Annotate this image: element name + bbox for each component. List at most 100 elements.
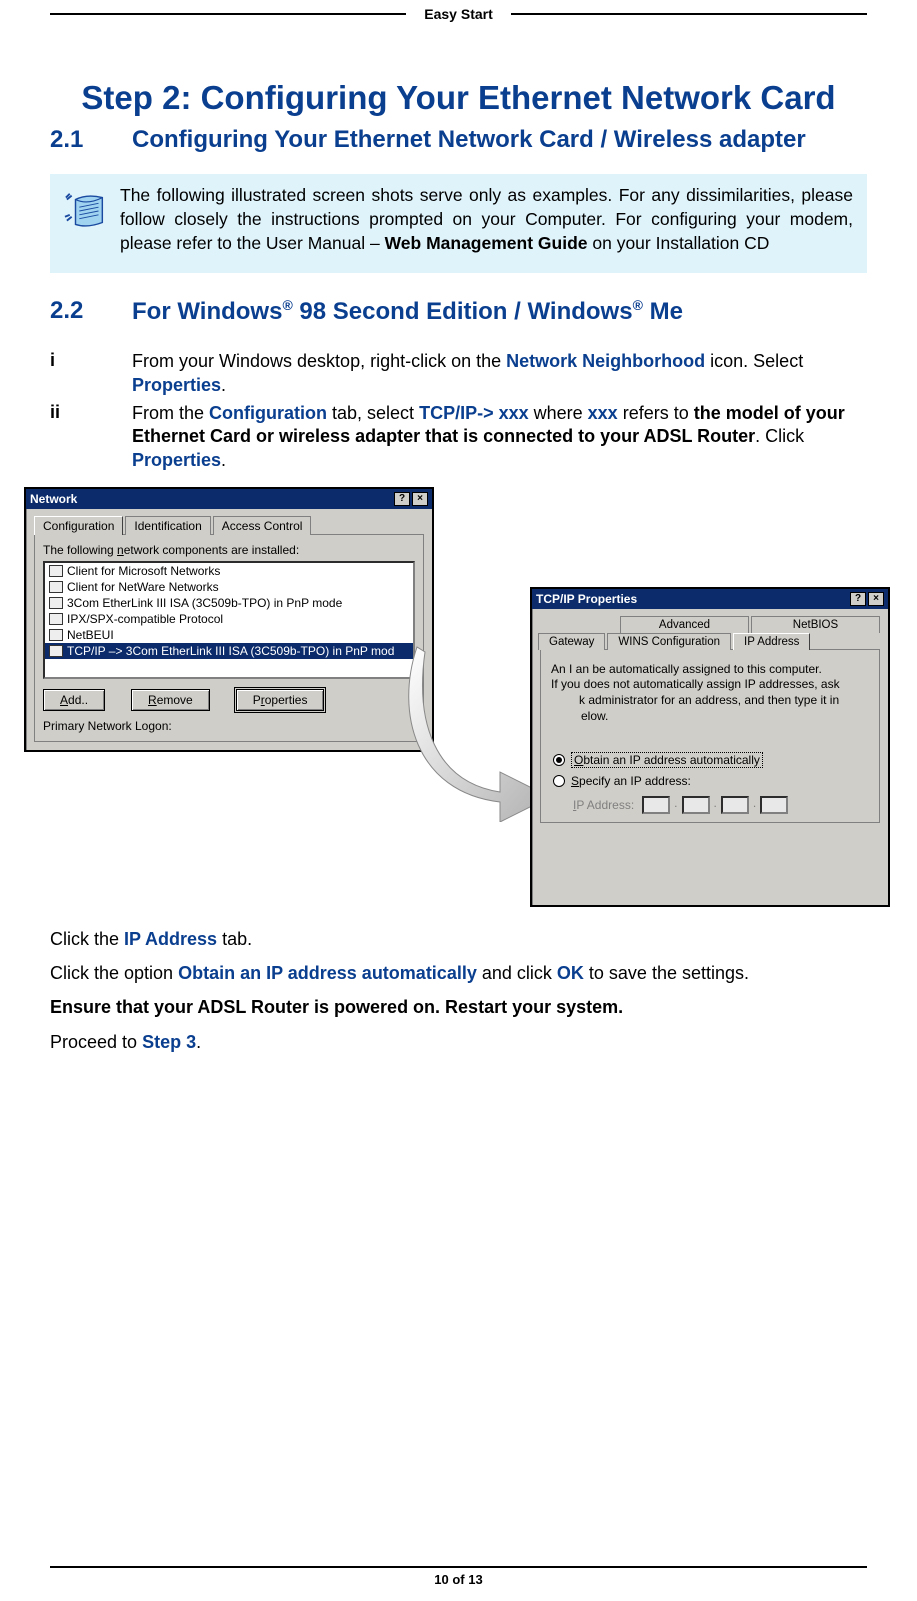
list-item-label: IPX/SPX-compatible Protocol xyxy=(67,612,223,626)
t: P Address: xyxy=(576,798,634,812)
tab-wins-configuration[interactable]: WINS Configuration xyxy=(607,633,731,650)
t: and click xyxy=(477,963,557,983)
t: tab, select xyxy=(327,403,419,423)
description-text: An I an be automatically assigned to thi… xyxy=(549,658,871,732)
ip-address-label: IP Address: xyxy=(573,798,634,812)
t: P xyxy=(253,693,261,707)
tab-configuration[interactable]: Configuration xyxy=(34,516,123,535)
help-button[interactable]: ? xyxy=(394,492,410,506)
radio-specify-ip[interactable]: Specify an IP address: xyxy=(553,774,867,788)
radio-obtain-auto[interactable]: Obtain an IP address automatically xyxy=(553,752,867,768)
primary-logon-label: Primary Network Logon: xyxy=(43,719,415,733)
section-text: For Windows® 98 Second Edition / Windows… xyxy=(132,297,683,326)
t: For Windows xyxy=(132,298,282,325)
tab-access-control[interactable]: Access Control xyxy=(213,516,312,535)
remove-button[interactable]: Remove xyxy=(131,689,210,711)
ip-octet[interactable] xyxy=(682,796,710,814)
tab-gateway[interactable]: Gateway xyxy=(538,633,605,650)
t: An I an be automatically assigned to thi… xyxy=(551,662,822,676)
ip-octet[interactable] xyxy=(760,796,788,814)
registered-mark: ® xyxy=(282,297,292,313)
ip-input[interactable]: . . . xyxy=(642,796,788,814)
step-marker: ii xyxy=(50,402,106,473)
accelerator: S xyxy=(571,774,579,788)
client-icon xyxy=(49,565,63,577)
screenshot-area: Network ? × Configuration Identification… xyxy=(50,487,867,917)
page-footer: 10 of 13 xyxy=(50,1566,867,1587)
list-item-label: 3Com EtherLink III ISA (3C509b-TPO) in P… xyxy=(67,596,342,610)
page-number: 10 of 13 xyxy=(50,1572,867,1587)
t: Click the option xyxy=(50,963,178,983)
t: Proceed to xyxy=(50,1032,142,1052)
titlebar[interactable]: TCP/IP Properties ? × xyxy=(532,589,888,609)
help-button[interactable]: ? xyxy=(850,592,866,606)
step-title: Step 2: Configuring Your Ethernet Networ… xyxy=(50,77,867,118)
instruction-para-bold: Ensure that your ADSL Router is powered … xyxy=(50,995,867,1019)
t: k administrator for an address, and then… xyxy=(579,693,839,707)
footer-rule xyxy=(50,1566,867,1568)
network-components-listbox[interactable]: Client for Microsoft Networks Client for… xyxy=(43,561,415,679)
panel-label: The following network components are ins… xyxy=(43,543,415,557)
t: . Click xyxy=(755,426,804,446)
keyword: OK xyxy=(557,963,584,983)
accelerator: A xyxy=(60,693,68,707)
protocol-icon xyxy=(49,629,63,641)
t: . xyxy=(221,375,226,395)
keyword: Configuration xyxy=(209,403,327,423)
instruction-para: Click the option Obtain an IP address au… xyxy=(50,961,867,985)
ip-octet[interactable] xyxy=(642,796,670,814)
protocol-icon xyxy=(49,613,63,625)
instruction-para: Click the IP Address tab. xyxy=(50,927,867,951)
t: 98 Second Edition / Windows xyxy=(293,298,633,325)
accelerator: n xyxy=(117,543,124,557)
list-item[interactable]: NetBEUI xyxy=(45,627,413,643)
section-number: 2.2 xyxy=(50,297,106,326)
section-2-2-heading: 2.2 For Windows® 98 Second Edition / Win… xyxy=(50,297,867,326)
tab-netbios[interactable]: NetBIOS xyxy=(751,616,880,633)
list-item[interactable]: 3Com EtherLink III ISA (3C509b-TPO) in P… xyxy=(45,595,413,611)
close-button[interactable]: × xyxy=(868,592,884,606)
section-2-1-heading: 2.1 Configuring Your Ethernet Network Ca… xyxy=(50,126,867,154)
list-item[interactable]: IPX/SPX-compatible Protocol xyxy=(45,611,413,627)
keyword: xxx xyxy=(588,403,618,423)
tab-advanced[interactable]: Advanced xyxy=(620,616,749,633)
t: Me xyxy=(643,298,683,325)
t: elow. xyxy=(581,709,608,723)
list-item-label: TCP/IP –> 3Com EtherLink III ISA (3C509b… xyxy=(67,644,394,658)
t: If you does not automatically assign IP … xyxy=(551,677,840,691)
t: The following xyxy=(43,543,117,557)
tab-ip-address[interactable]: IP Address xyxy=(733,633,810,650)
radio-icon xyxy=(553,775,565,787)
client-icon xyxy=(49,581,63,593)
header-rule-left xyxy=(50,13,406,15)
add-button[interactable]: Add.. xyxy=(43,689,105,711)
header-rule-right xyxy=(511,13,867,15)
list-item-label: Client for Microsoft Networks xyxy=(67,564,220,578)
protocol-icon xyxy=(49,645,63,657)
close-button[interactable]: × xyxy=(412,492,428,506)
accelerator: R xyxy=(148,693,157,707)
panel-ip-address: An I an be automatically assigned to thi… xyxy=(540,649,880,823)
step-i: i From your Windows desktop, right-click… xyxy=(50,350,867,398)
list-item[interactable]: Client for Microsoft Networks xyxy=(45,563,413,579)
keyword: TCP/IP-> xxx xyxy=(419,403,529,423)
accelerator: O xyxy=(574,753,583,767)
t: From the xyxy=(132,403,209,423)
t: operties xyxy=(265,693,308,707)
t: From your Windows desktop, right-click o… xyxy=(132,351,506,371)
list-item-label: NetBEUI xyxy=(67,628,114,642)
keyword: IP Address xyxy=(124,929,217,949)
t: Click the xyxy=(50,929,124,949)
button-row: Add.. Remove Properties xyxy=(43,689,415,711)
properties-button[interactable]: Properties xyxy=(236,689,325,711)
ordered-steps: i From your Windows desktop, right-click… xyxy=(50,350,867,473)
step-ii: ii From the Configuration tab, select TC… xyxy=(50,402,867,473)
t: refers to xyxy=(618,403,694,423)
list-item[interactable]: Client for NetWare Networks xyxy=(45,579,413,595)
t: . xyxy=(196,1032,201,1052)
t: tab. xyxy=(217,929,252,949)
titlebar[interactable]: Network ? × xyxy=(26,489,432,509)
tab-identification[interactable]: Identification xyxy=(125,516,210,535)
list-item-selected[interactable]: TCP/IP –> 3Com EtherLink III ISA (3C509b… xyxy=(45,643,413,659)
ip-octet[interactable] xyxy=(721,796,749,814)
